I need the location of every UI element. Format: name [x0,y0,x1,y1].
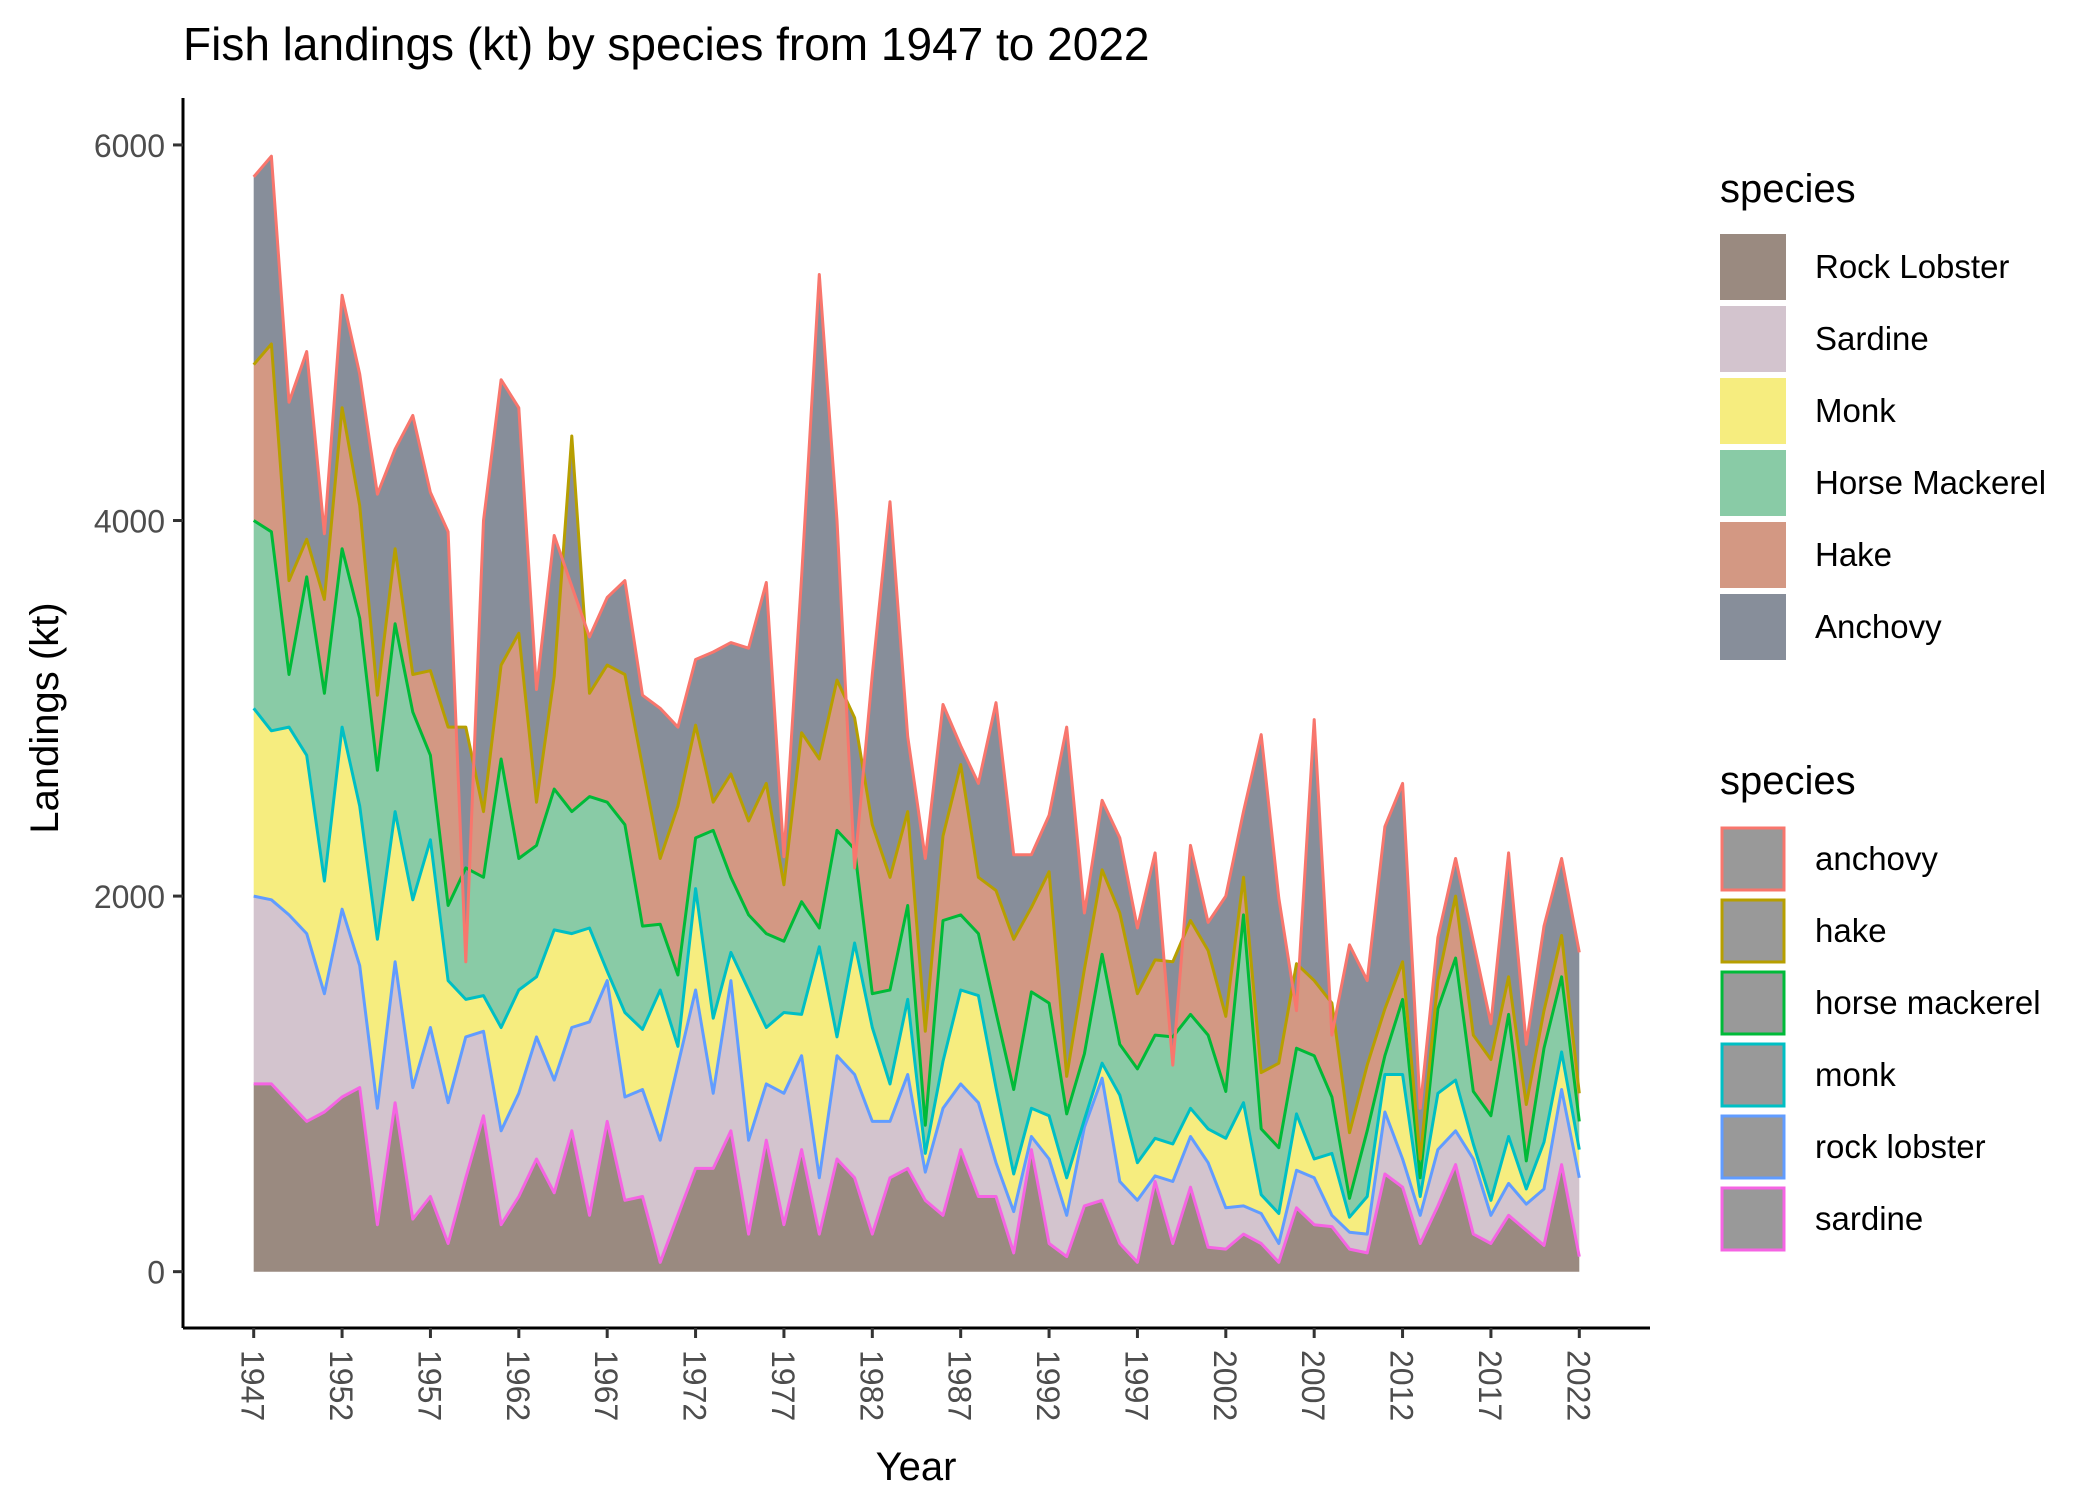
x-tick-label: 1947 [235,1350,271,1421]
x-tick-label: 1977 [765,1350,801,1421]
area-horse-mackerel [253,520,1580,1218]
y-tick-label: 6000 [94,128,165,164]
legend-label: sardine [1815,1200,1923,1237]
legend-label: rock lobster [1815,1128,1986,1165]
y-axis-title: Landings (kt) [23,602,67,833]
area-sardine [253,896,1580,1263]
line-horse-mackerel [252,519,1581,1200]
x-tick-label: 1987 [942,1350,978,1421]
x-tick-label: 1952 [323,1350,359,1421]
legend-label: hake [1815,912,1887,949]
x-tick-label: 1972 [677,1350,713,1421]
x-tick-label: 1992 [1030,1350,1066,1421]
y-tick-label: 0 [147,1255,165,1291]
legend-label: Rock Lobster [1815,248,2009,285]
line-monk [252,707,1581,1219]
legend-fill: species Rock Lobster Sardine Monk Horse Mack… [1720,167,2046,660]
legend-key-hake [1720,898,1786,964]
legend-key-rock-lobster [1720,1114,1786,1180]
area-layers [253,156,1580,1272]
x-tick-label: 1982 [853,1350,889,1421]
legend-label: horse mackerel [1815,984,2041,1021]
legend-title: species [1720,167,1856,211]
legend-label: Horse Mackerel [1815,464,2046,501]
legend-key-horse-mackerel [1720,970,1786,1036]
legend-key-sardine [1720,306,1786,372]
line-rock-lobster [253,894,1581,1245]
y-tick-label: 4000 [94,504,165,540]
x-tick-label: 1962 [500,1350,536,1421]
legend-label: Anchovy [1815,608,1942,645]
legend-label: Sardine [1815,320,1929,357]
legend-key-anchovy [1720,594,1786,660]
x-tick-label: 1967 [588,1350,624,1421]
area-anchovy [253,156,1580,1159]
x-tick-label: 2017 [1472,1350,1508,1421]
legend-label: Monk [1815,392,1896,429]
legend-label: anchovy [1815,840,1938,877]
line-anchovy [252,154,1581,1110]
x-axis-title: Year [876,1445,957,1489]
x-tick-label: 2002 [1207,1350,1243,1421]
y-axis-ticks: 0 2000 4000 6000 [94,128,183,1291]
legend-key-hake [1720,522,1786,588]
legend-key-monk [1720,1042,1786,1108]
legend-label: Hake [1815,536,1892,573]
legend-key-monk [1720,378,1786,444]
chart-title: Fish landings (kt) by species from 1947 … [183,18,1150,70]
area-hake [253,344,1580,1199]
legend-key-rock-lobster [1720,234,1786,300]
y-tick-label: 2000 [94,879,165,915]
x-tick-label: 2012 [1384,1350,1420,1421]
legend-line: species anchovy hake horse mackerel monk rock… [1720,759,2041,1252]
line-sardine [253,1082,1581,1264]
legend-key-sardine [1720,1186,1786,1252]
area-rock-lobster [253,1083,1580,1272]
legend-title: species [1720,759,1856,803]
legend-key-horse-mackerel [1720,450,1786,516]
x-axis-ticks: 1947 1952 1957 1962 1967 1972 1977 1982 1987 1992… [235,1328,1596,1421]
x-tick-label: 1957 [411,1350,447,1421]
x-tick-label: 2007 [1295,1350,1331,1421]
legend-label: monk [1815,1056,1896,1093]
boundary-lines [252,154,1581,1264]
legend-key-anchovy [1720,826,1786,892]
x-tick-label: 2022 [1560,1350,1596,1421]
x-tick-label: 1997 [1118,1350,1154,1421]
